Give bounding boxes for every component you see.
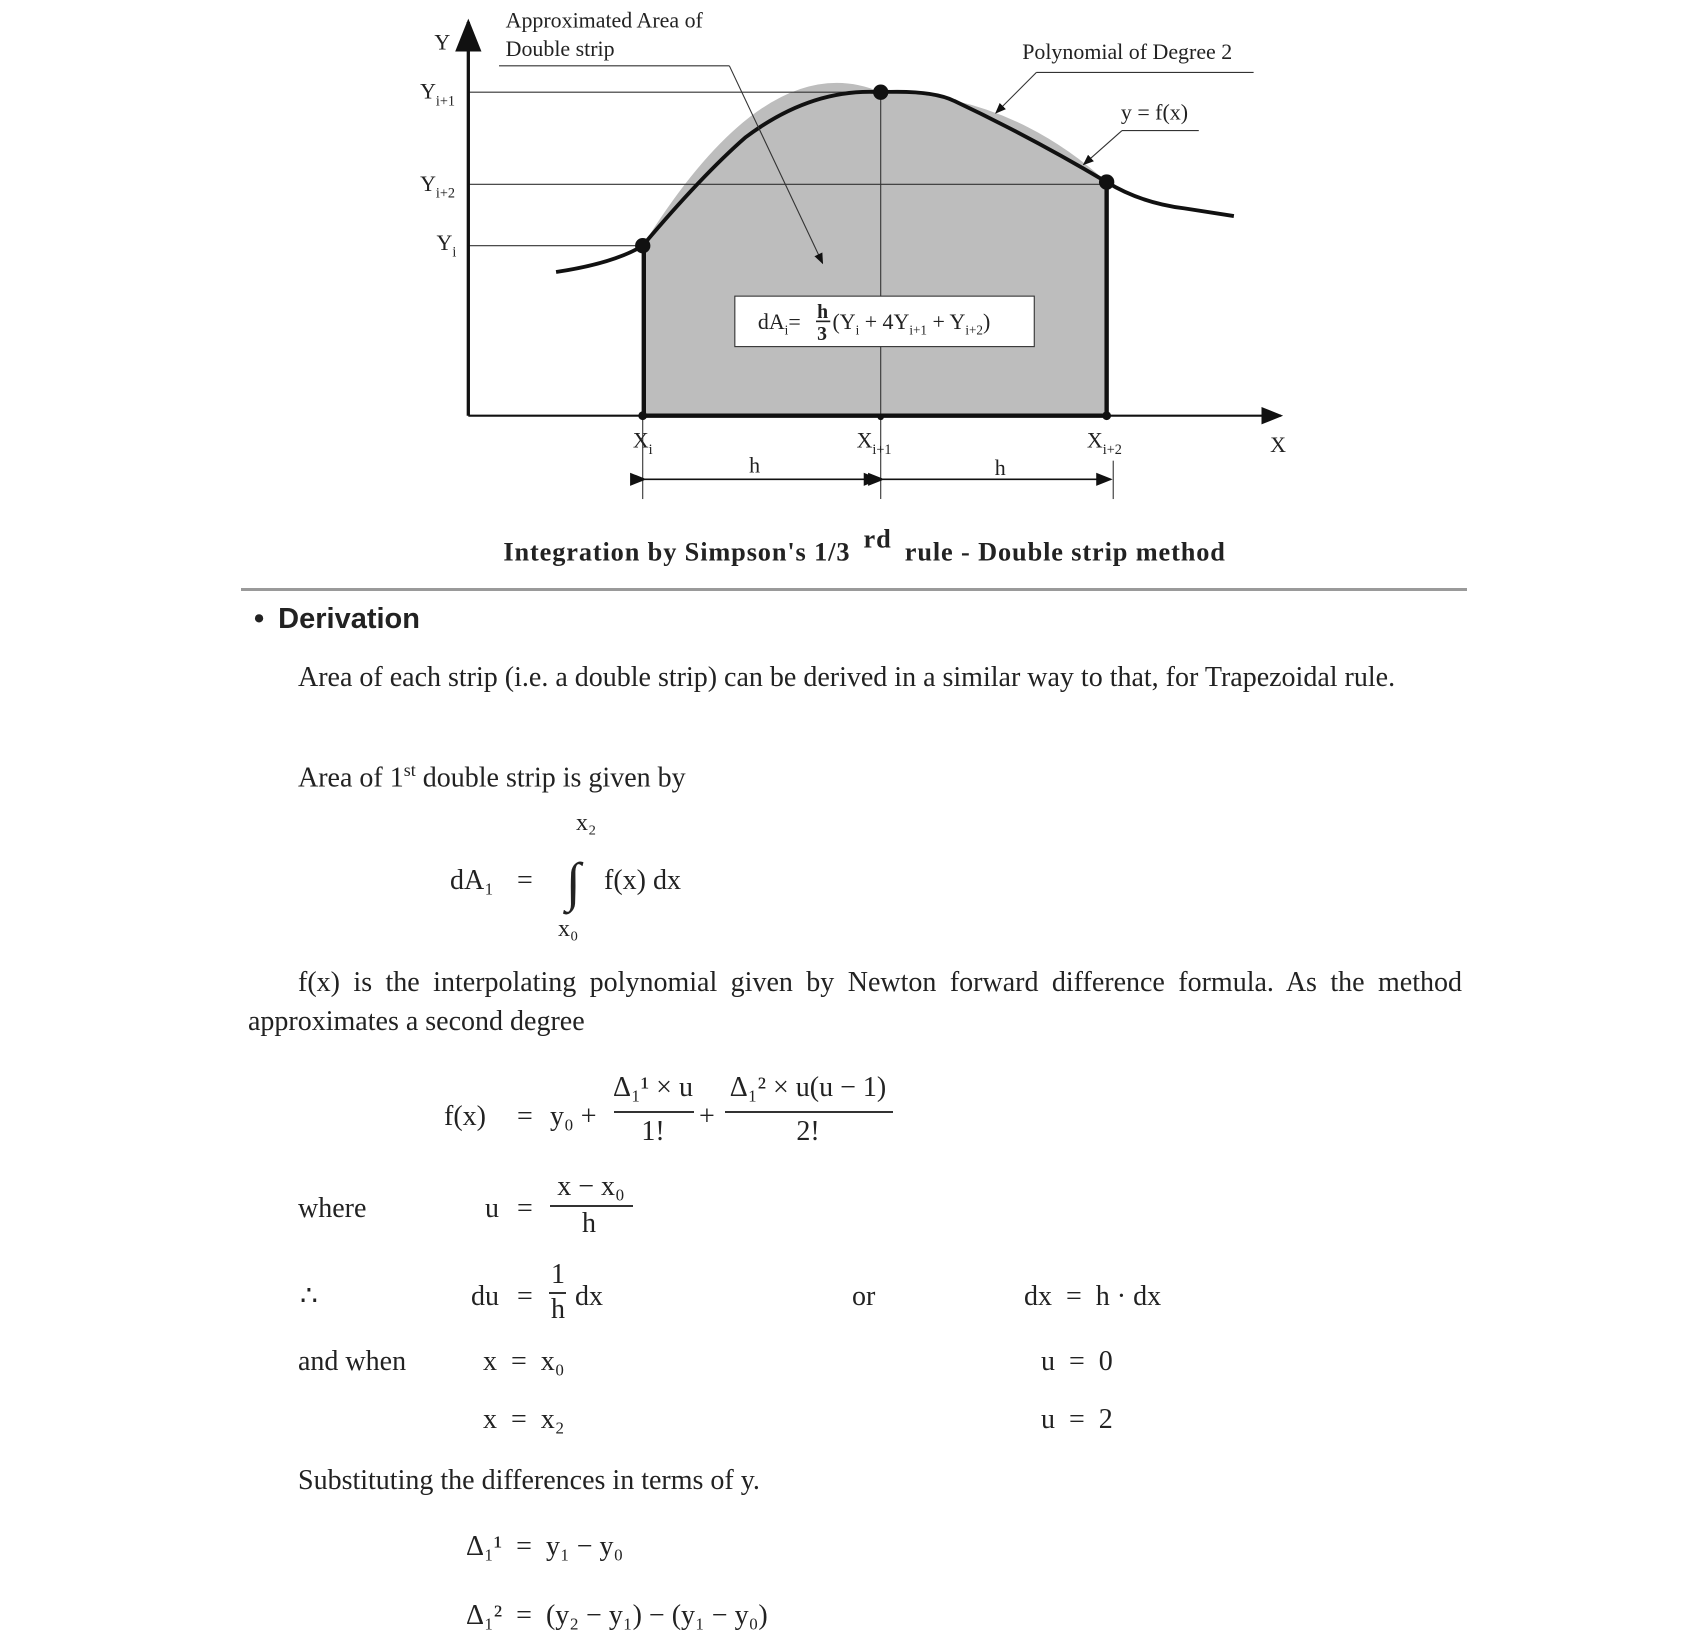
limit-x0: x = x₀ [483, 1346, 565, 1377]
therefore-num: 1 [551, 1259, 565, 1290]
annotation-poly: Polynomial of Degree 2 [1022, 39, 1232, 64]
dx-equation: dx = h · dx [1024, 1281, 1162, 1312]
formula-text: dAi= [758, 309, 801, 337]
fx-den2: 2! [796, 1116, 820, 1147]
point-xi [638, 411, 648, 421]
y-label-i: Yi [437, 230, 457, 261]
therefore-symbol: ∴ [300, 1281, 318, 1312]
annotation-fx: y = f(x) [1121, 100, 1188, 125]
therefore-den: h [551, 1294, 565, 1325]
point-xi1 [877, 413, 884, 421]
x-label-i2: Xi+2 [1087, 428, 1122, 459]
formula-den: 3 [817, 323, 827, 345]
fraction-bar [550, 1205, 633, 1207]
section-divider [241, 588, 1467, 591]
formula-num: h [817, 301, 828, 323]
h-label-left: h [749, 453, 760, 478]
integral-lower: x₀ [558, 916, 579, 942]
or-label: or [852, 1281, 876, 1312]
point-yi2 [1098, 174, 1115, 190]
x-label-i1: Xi+1 [857, 428, 892, 459]
limit-x2: x = x₂ [483, 1404, 565, 1435]
fx-num1: Δ₁¹ × u [613, 1072, 693, 1103]
integral-lhs: dA₁ [450, 865, 494, 896]
heading-text: Derivation [278, 603, 420, 635]
where-den: h [582, 1208, 596, 1239]
delta1-equation: Δ₁¹ = y₁ − y₀ [466, 1531, 624, 1562]
integral-upper: x₂ [576, 810, 597, 836]
fx-lhs: f(x) [444, 1101, 486, 1132]
fx-eq: = [517, 1101, 533, 1132]
point-yi1 [873, 84, 889, 100]
poly-pointer-arrow [995, 72, 1037, 114]
fraction-bar [549, 1292, 566, 1294]
h-label-right: h [995, 455, 1006, 480]
therefore-dx: dx [575, 1281, 603, 1312]
point-xi2 [1102, 411, 1112, 421]
limit-u0: u = 0 [1041, 1346, 1113, 1377]
where-num: x − x₀ [557, 1171, 625, 1202]
formula-box [734, 295, 1035, 348]
where-eq: = [517, 1193, 533, 1224]
section-heading: • Derivation [254, 603, 420, 636]
y-axis-label: Y [434, 29, 450, 54]
formula-rest: (Yi + 4Yi+1 + Yi+2) [832, 309, 990, 337]
where-lhs: u [485, 1193, 499, 1224]
integral-eq: = [517, 865, 533, 896]
substituting-text: Substituting the differences in terms of… [298, 1465, 760, 1496]
fraction-bar [725, 1111, 893, 1113]
fx-num2: Δ₁² × u(u − 1) [729, 1072, 887, 1103]
area-pointer-arrow [728, 65, 824, 265]
therefore-eq: = [517, 1281, 533, 1312]
limit-u2: u = 2 [1041, 1404, 1113, 1435]
y-label-i2: Yi+2 [420, 171, 455, 202]
bullet: • [254, 603, 265, 635]
fraction-bar [614, 1111, 694, 1113]
fx-y0: y₀ + [550, 1101, 597, 1132]
point-yi [635, 238, 651, 254]
integral-sign: ∫ [566, 852, 581, 912]
fx-den1: 1! [641, 1116, 665, 1147]
fx-plus: + [699, 1101, 715, 1132]
delta2-equation: Δ₁² = (y₂ − y₁) − (y₁ − y₀) [466, 1600, 768, 1631]
x-axis-label: X [1270, 432, 1286, 457]
simpson-figure: Approximated Area of Double strip Polyno… [420, 7, 1286, 566]
integrand: f(x) dx [604, 865, 681, 896]
and-when-label: and when [298, 1346, 407, 1377]
annotation-area-1: Approximated Area of [506, 7, 704, 32]
paragraph-3: f(x) is the interpolating polynomial giv… [248, 967, 1462, 1037]
paragraph-1: Area of each strip (i.e. a double strip)… [298, 662, 1396, 693]
therefore-lhs: du [471, 1281, 499, 1312]
paragraph-2: Area of 1st double strip is given by [298, 760, 686, 794]
fx-pointer-arrow [1082, 130, 1123, 166]
y-label-i1: Yi+1 [420, 79, 455, 110]
figure-caption: Integration by Simpson's 1/3 rd rule - Dou… [503, 524, 1225, 566]
approximated-area [642, 82, 1107, 416]
annotation-area-2: Double strip [506, 36, 615, 61]
where-label: where [298, 1193, 367, 1224]
x-label-i: Xi [633, 428, 653, 459]
